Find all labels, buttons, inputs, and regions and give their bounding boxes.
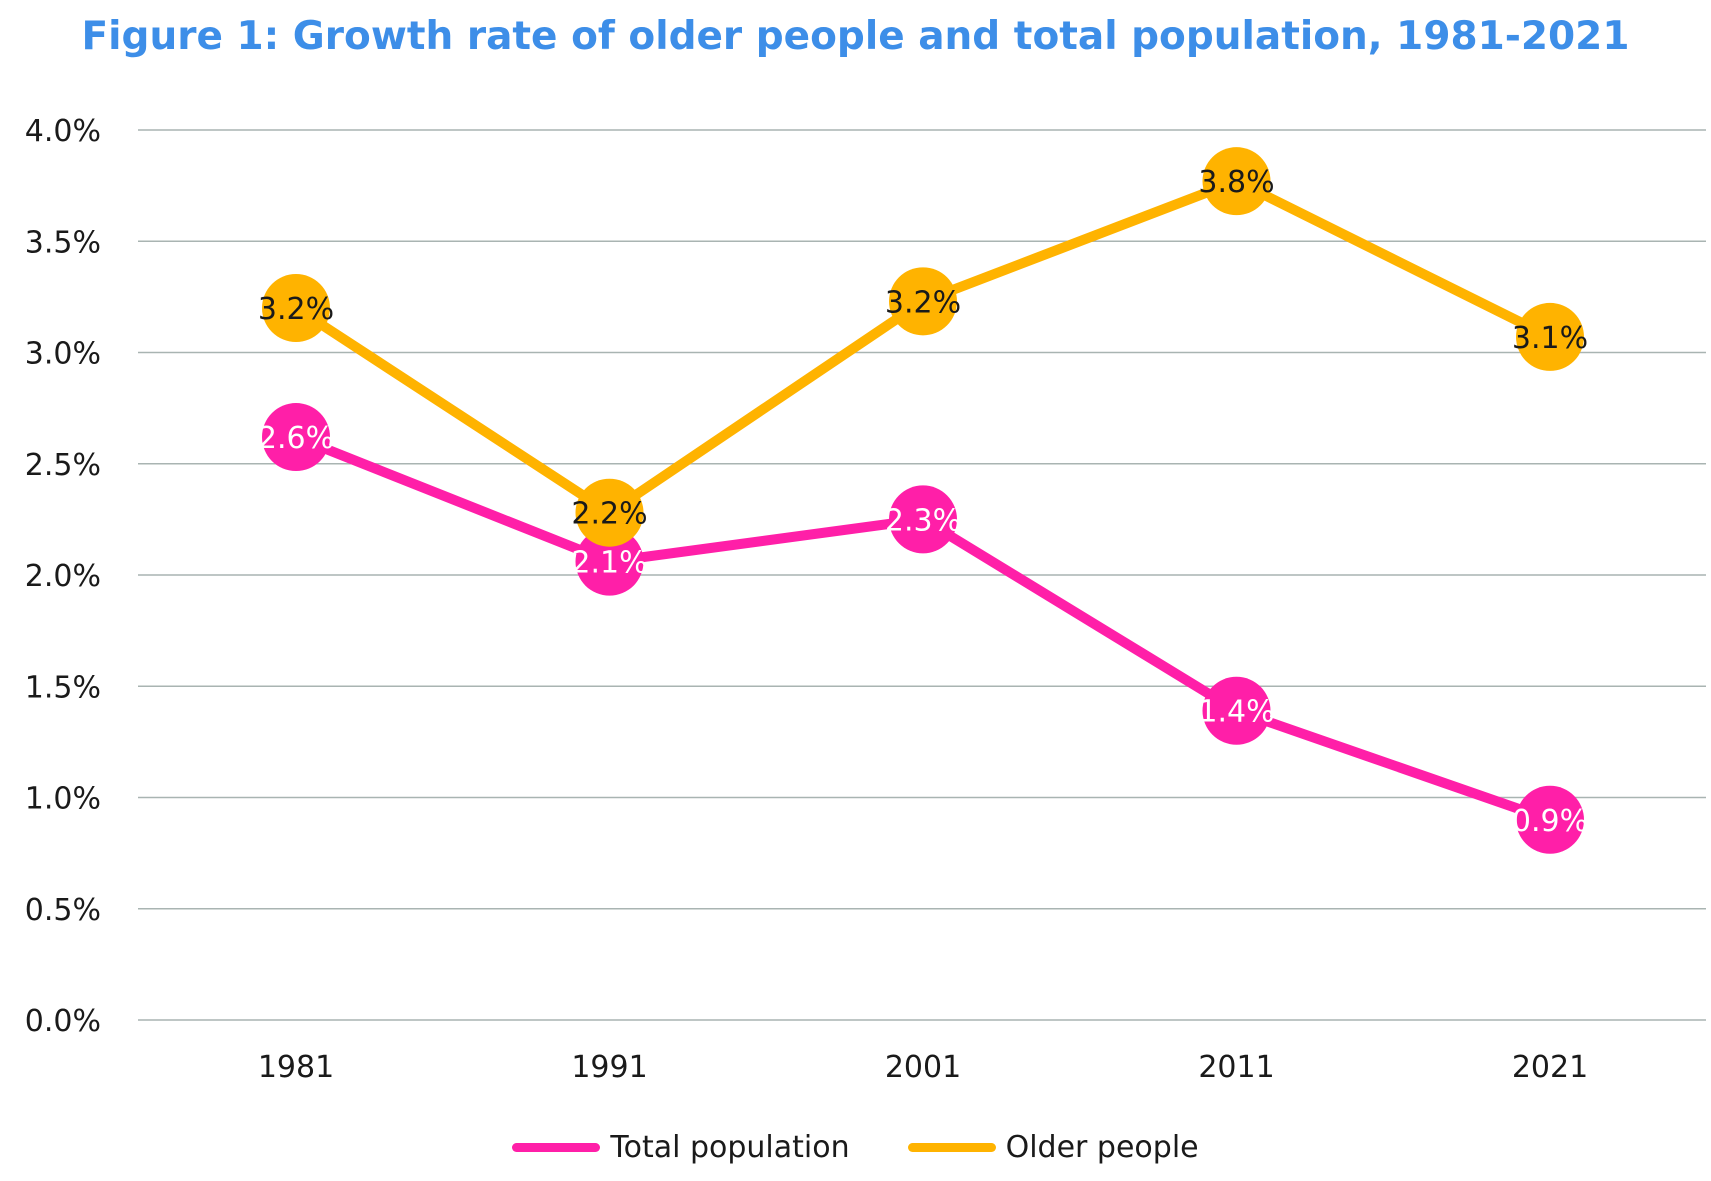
series-older-people: 3.2% 2.2% 3.2% 3.8% 3.1% bbox=[258, 147, 1588, 547]
data-point bbox=[889, 485, 957, 554]
data-label: 0.9% bbox=[1512, 804, 1588, 839]
y-tick-label: 2.0% bbox=[25, 559, 101, 594]
data-label: 3.8% bbox=[1198, 165, 1274, 200]
legend-label-older-people: Older people bbox=[1005, 1130, 1199, 1165]
data-point bbox=[262, 403, 330, 472]
x-tick-label: 2001 bbox=[885, 1050, 961, 1085]
data-label: 2.2% bbox=[571, 497, 647, 532]
data-point bbox=[262, 274, 330, 342]
data-label: 2.3% bbox=[885, 503, 961, 538]
y-tick-label: 1.0% bbox=[25, 782, 101, 817]
legend-swatch-total-population bbox=[512, 1143, 601, 1152]
chart-title: Figure 1: Growth rate of older people an… bbox=[81, 14, 1630, 59]
legend: Total population Older people bbox=[0, 1130, 1711, 1165]
data-label: 2.6% bbox=[258, 421, 334, 456]
legend-label-total-population: Total population bbox=[610, 1130, 850, 1165]
series-line-older-people bbox=[291, 176, 1555, 518]
data-point bbox=[1202, 676, 1271, 745]
y-tick-label: 1.5% bbox=[25, 670, 101, 705]
legend-item-older-people: Older people bbox=[907, 1130, 1199, 1165]
data-label: 3.2% bbox=[885, 285, 961, 320]
legend-item-total-population: Total population bbox=[512, 1130, 850, 1165]
x-tick-label: 1981 bbox=[258, 1050, 334, 1085]
legend-swatch-older-people bbox=[907, 1143, 996, 1152]
data-label: 3.1% bbox=[1512, 321, 1588, 356]
series-layer: 2.6% 2.1% 2.3% 1.4% 0.9% 3.2% 2.2% 3.2% 3.8% 3.1% bbox=[258, 147, 1588, 854]
data-point bbox=[1202, 147, 1271, 216]
x-axis-tick-labels: 1981 1991 2001 2011 2021 bbox=[258, 1050, 1588, 1085]
y-tick-label: 3.0% bbox=[25, 337, 101, 372]
x-tick-label: 2011 bbox=[1198, 1050, 1274, 1085]
y-tick-label: 3.5% bbox=[25, 225, 101, 260]
data-point bbox=[575, 478, 644, 547]
data-label: 2.1% bbox=[571, 546, 647, 581]
x-tick-label: 1991 bbox=[571, 1050, 647, 1085]
x-tick-label: 2021 bbox=[1512, 1050, 1588, 1085]
y-tick-label: 0.5% bbox=[25, 893, 101, 928]
gridlines bbox=[138, 129, 1706, 1021]
data-point bbox=[575, 527, 644, 596]
data-point bbox=[889, 267, 957, 336]
y-tick-label: 0.0% bbox=[25, 1004, 101, 1039]
y-tick-label: 4.0% bbox=[25, 114, 101, 149]
series-total-population: 2.6% 2.1% 2.3% 1.4% 0.9% bbox=[258, 403, 1588, 854]
y-tick-label: 2.5% bbox=[25, 448, 101, 483]
data-point bbox=[1516, 302, 1584, 371]
data-label: 1.4% bbox=[1198, 695, 1274, 730]
y-axis-tick-labels: 0.0% 0.5% 1.0% 1.5% 2.0% 2.5% 3.0% 3.5% 4.0% bbox=[25, 114, 101, 1039]
data-point bbox=[1516, 785, 1584, 854]
data-label: 3.2% bbox=[258, 292, 334, 327]
